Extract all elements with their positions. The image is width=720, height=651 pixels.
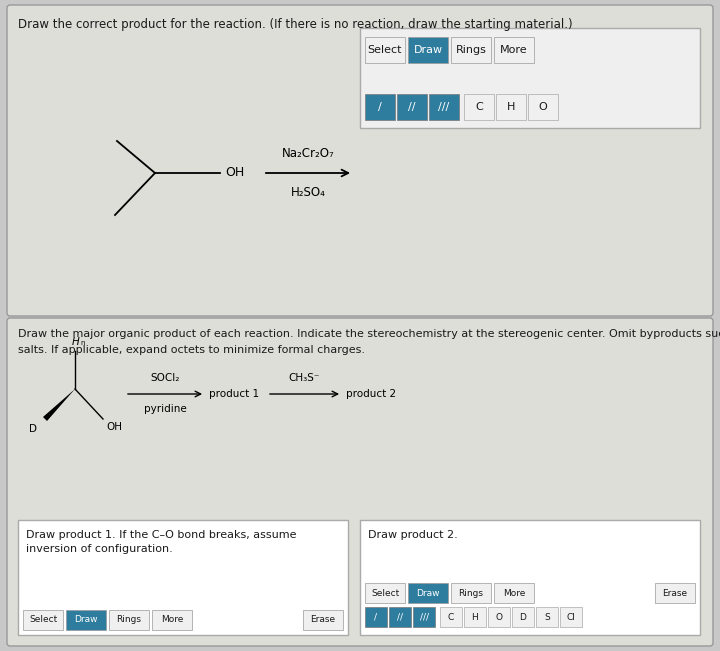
- Bar: [397, 94, 427, 120]
- Text: //: //: [408, 102, 415, 112]
- Bar: [496, 94, 526, 120]
- Bar: [365, 583, 405, 603]
- Bar: [429, 94, 459, 120]
- Bar: [451, 37, 491, 63]
- Text: n: n: [80, 340, 84, 346]
- Bar: [109, 610, 149, 630]
- Bar: [488, 607, 510, 627]
- Text: Select: Select: [29, 615, 57, 624]
- Text: Draw the correct product for the reaction. (If there is no reaction, draw the st: Draw the correct product for the reactio…: [18, 18, 572, 31]
- Text: H₂SO₄: H₂SO₄: [291, 186, 325, 199]
- Bar: [303, 610, 343, 630]
- Text: D: D: [520, 613, 526, 622]
- Text: Erase: Erase: [662, 589, 688, 598]
- Text: H: H: [72, 337, 80, 347]
- Text: Erase: Erase: [310, 615, 336, 624]
- Text: O: O: [495, 613, 503, 622]
- Bar: [464, 607, 486, 627]
- Text: /: /: [374, 613, 377, 622]
- Text: More: More: [503, 589, 525, 598]
- Bar: [408, 583, 448, 603]
- Text: Cl: Cl: [567, 613, 575, 622]
- Bar: [560, 607, 582, 627]
- Text: ///: ///: [420, 613, 428, 622]
- Bar: [494, 37, 534, 63]
- Text: Draw: Draw: [74, 615, 98, 624]
- Text: S: S: [544, 613, 550, 622]
- Bar: [494, 583, 534, 603]
- Text: Draw product 2.: Draw product 2.: [368, 530, 458, 540]
- Text: Rings: Rings: [456, 45, 487, 55]
- Text: inversion of configuration.: inversion of configuration.: [26, 544, 173, 554]
- Bar: [365, 607, 387, 627]
- Text: Draw: Draw: [413, 45, 443, 55]
- Bar: [536, 607, 558, 627]
- Text: More: More: [161, 615, 183, 624]
- Bar: [23, 610, 63, 630]
- FancyBboxPatch shape: [7, 318, 713, 646]
- Text: CH₃S⁻: CH₃S⁻: [289, 373, 320, 383]
- Text: product 1: product 1: [209, 389, 259, 399]
- Text: Draw the major organic product of each reaction. Indicate the stereochemistry at: Draw the major organic product of each r…: [18, 329, 720, 339]
- Text: OH: OH: [225, 167, 244, 180]
- Text: D: D: [29, 424, 37, 434]
- Bar: [408, 37, 448, 63]
- Text: H: H: [472, 613, 478, 622]
- Text: /: /: [378, 102, 382, 112]
- Text: OH: OH: [106, 422, 122, 432]
- Bar: [365, 37, 405, 63]
- Bar: [655, 583, 695, 603]
- Bar: [512, 607, 534, 627]
- Bar: [360, 28, 700, 128]
- Bar: [451, 583, 491, 603]
- Bar: [389, 607, 411, 627]
- Bar: [413, 607, 435, 627]
- FancyBboxPatch shape: [7, 5, 713, 316]
- Text: C: C: [475, 102, 483, 112]
- Text: ///: ///: [438, 102, 449, 112]
- Text: Rings: Rings: [117, 615, 142, 624]
- Text: product 2: product 2: [346, 389, 396, 399]
- Text: More: More: [500, 45, 528, 55]
- Text: Draw product 1. If the C–O bond breaks, assume: Draw product 1. If the C–O bond breaks, …: [26, 530, 297, 540]
- Text: Na₂Cr₂O₇: Na₂Cr₂O₇: [282, 147, 334, 160]
- Bar: [18, 520, 348, 635]
- Bar: [360, 520, 700, 635]
- Text: O: O: [539, 102, 547, 112]
- Polygon shape: [43, 389, 75, 421]
- Text: Draw: Draw: [416, 589, 440, 598]
- Bar: [152, 610, 192, 630]
- Bar: [464, 94, 494, 120]
- Bar: [528, 94, 558, 120]
- Text: H: H: [507, 102, 516, 112]
- Text: Select: Select: [371, 589, 399, 598]
- Bar: [66, 610, 106, 630]
- Text: //: //: [397, 613, 403, 622]
- Text: SOCl₂: SOCl₂: [150, 373, 180, 383]
- Text: C: C: [448, 613, 454, 622]
- Bar: [365, 94, 395, 120]
- Text: pyridine: pyridine: [143, 404, 186, 414]
- Text: salts. If applicable, expand octets to minimize formal charges.: salts. If applicable, expand octets to m…: [18, 345, 365, 355]
- Bar: [440, 607, 462, 627]
- Text: Select: Select: [368, 45, 402, 55]
- Text: Rings: Rings: [459, 589, 484, 598]
